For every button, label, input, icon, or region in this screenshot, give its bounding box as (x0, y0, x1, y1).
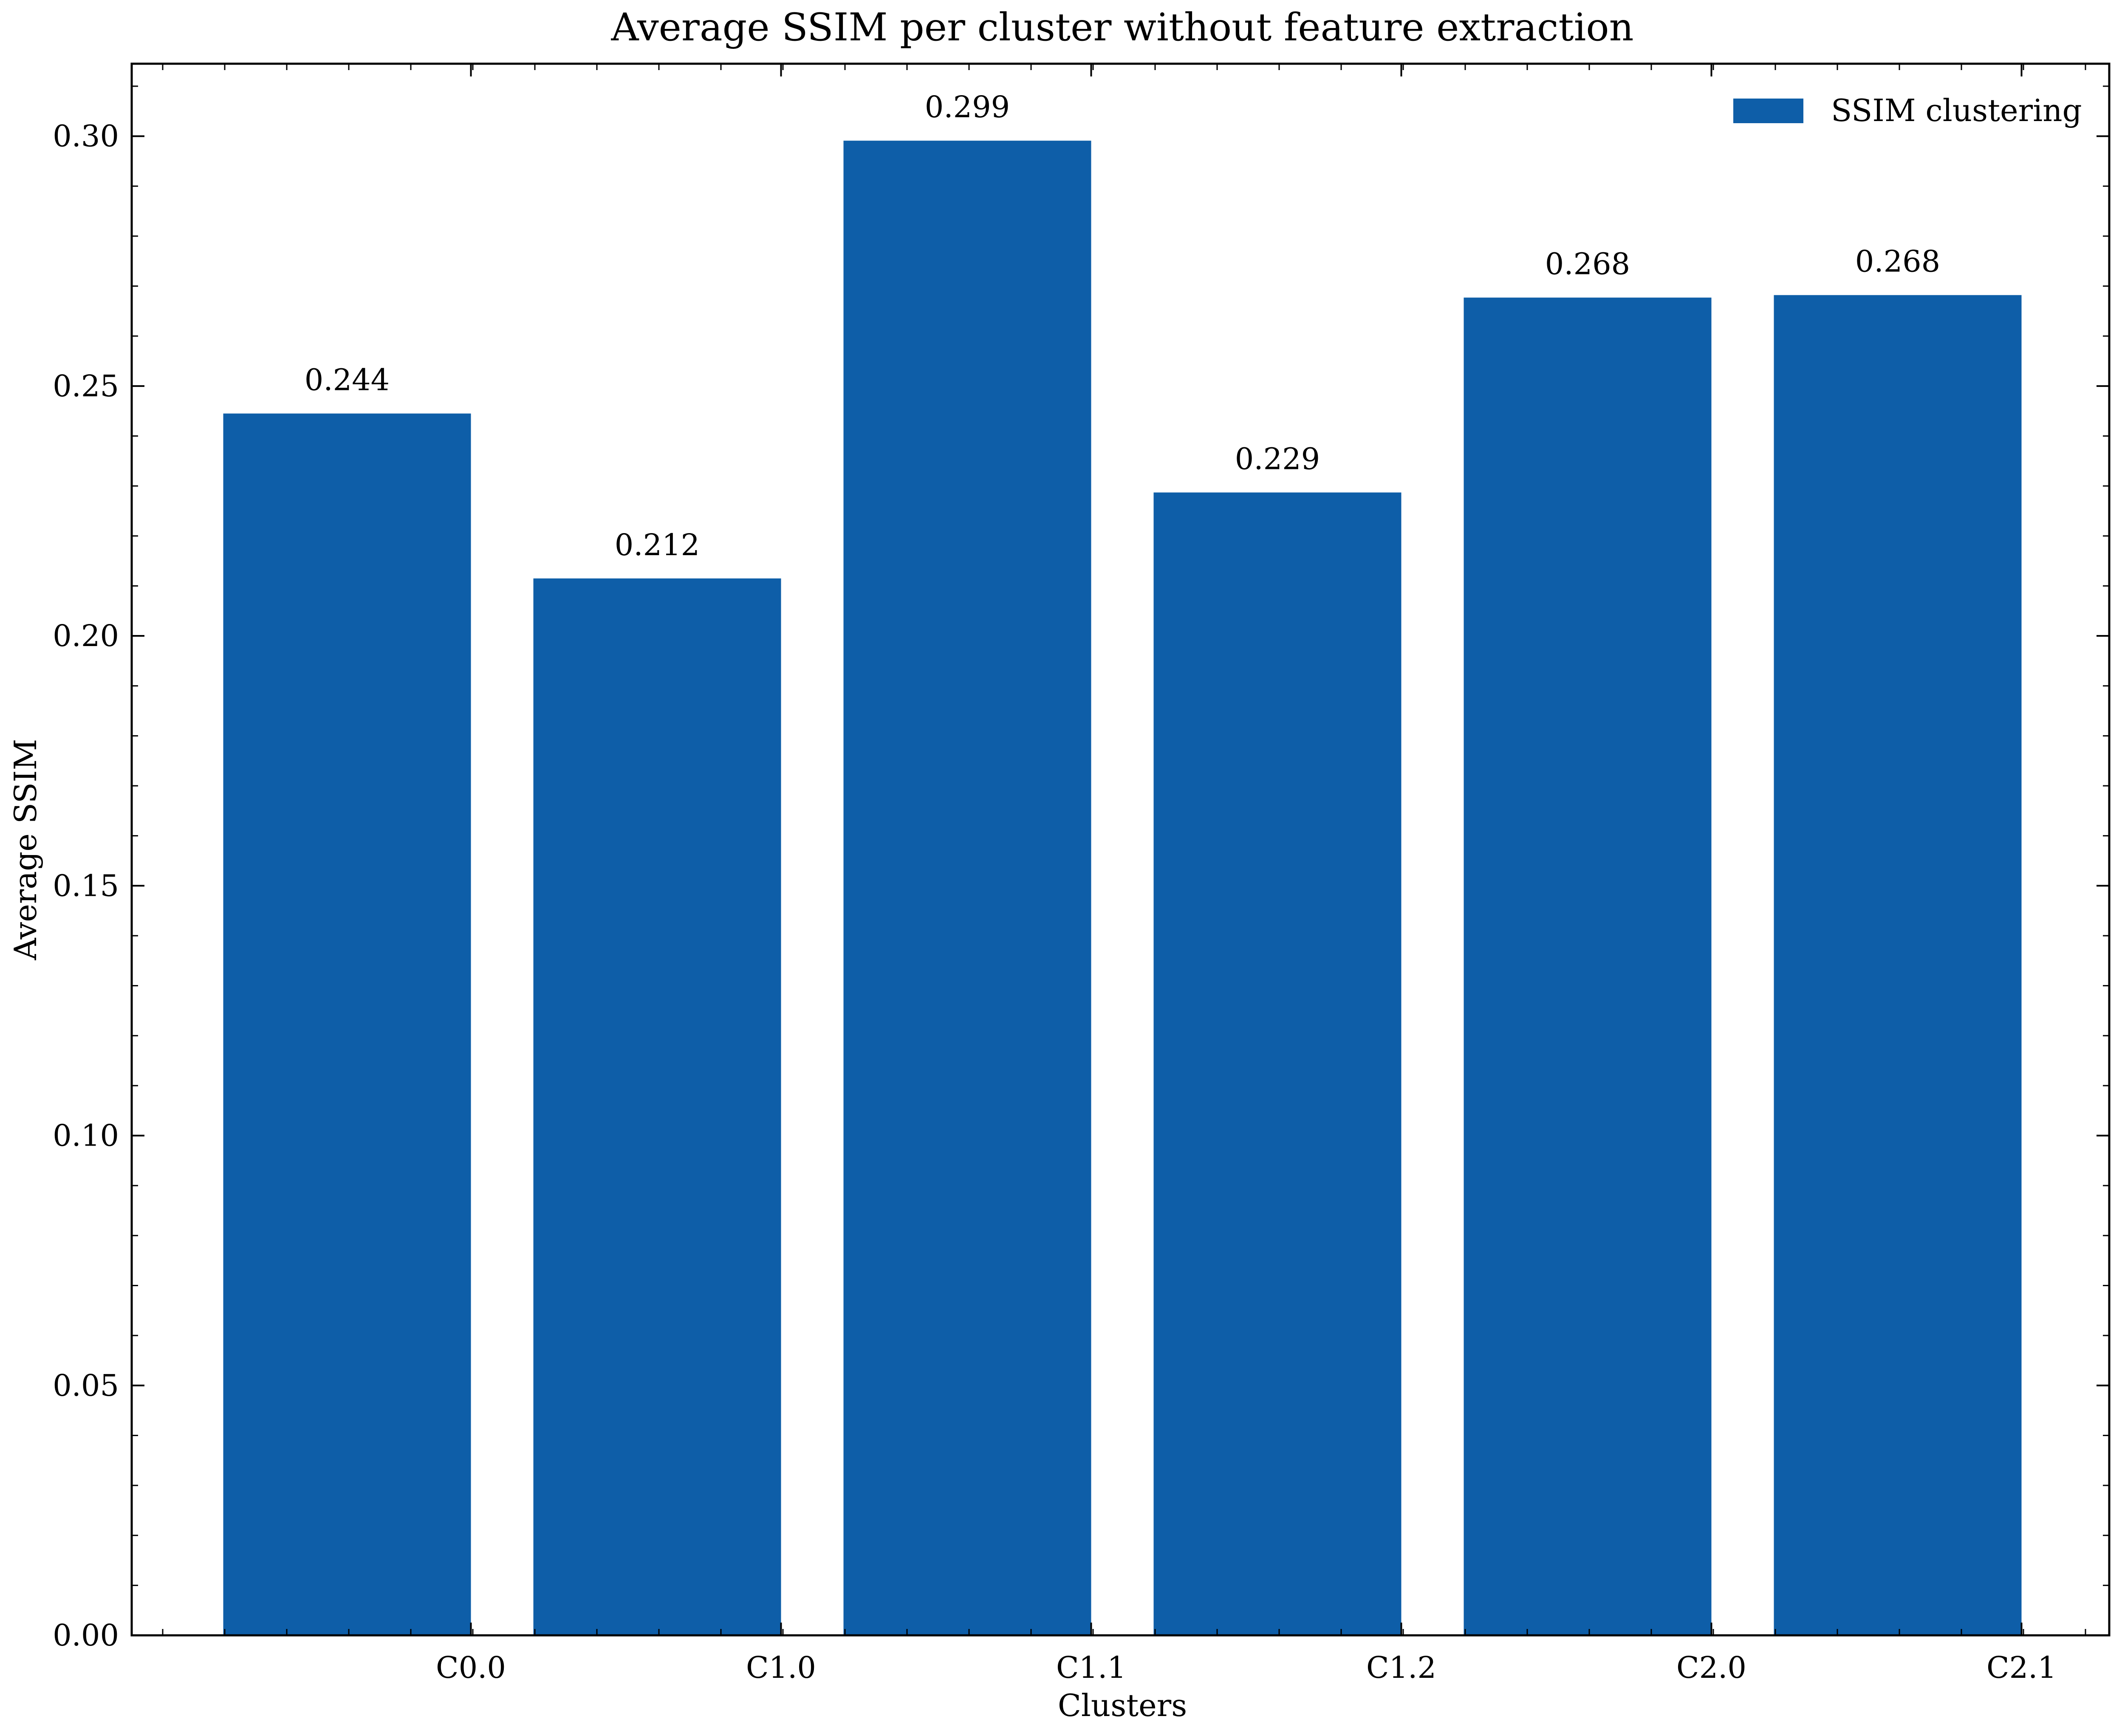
data-label-C1.0: 0.212 (615, 528, 700, 562)
y-tick-label-0.00: 0.00 (53, 1618, 119, 1653)
bar-C0.0 (223, 413, 471, 1636)
x-tick-label-C1.2: C1.2 (1366, 1650, 1436, 1685)
x-tick-label-C0.0: C0.0 (436, 1650, 506, 1685)
x-tick-label-C2.0: C2.0 (1676, 1650, 1746, 1685)
data-label-C0.0: 0.244 (305, 363, 390, 398)
x-axis-label: Clusters (1058, 1688, 1187, 1723)
data-label-C2.1: 0.268 (1855, 244, 1940, 279)
y-tick-label-0.05: 0.05 (53, 1368, 119, 1403)
chart-title: Average SSIM per cluster without feature… (610, 5, 1633, 50)
legend: SSIM clustering (1733, 93, 2082, 128)
data-label-C1.2: 0.229 (1235, 441, 1320, 476)
y-tick-label-0.15: 0.15 (53, 868, 119, 903)
y-tick-label-0.10: 0.10 (53, 1118, 119, 1153)
bar-C1.0 (533, 578, 781, 1635)
y-tick-label-0.20: 0.20 (53, 618, 119, 653)
y-tick-label-0.25: 0.25 (53, 369, 119, 404)
legend-label: SSIM clustering (1831, 93, 2082, 128)
data-labels-group: 0.244 0.212 0.299 0.229 0.268 0.268 (305, 90, 1940, 562)
plot-frame (130, 62, 2111, 1637)
bar-C1.2 (1153, 492, 1401, 1636)
tick-labels-group: C0.0 C1.0 C1.1 C1.2 C2.0 C2.1 0.00 0.05 0.10 0.15… (53, 119, 2057, 1685)
bar-C1.1 (843, 141, 1091, 1635)
data-label-C1.1: 0.299 (925, 90, 1010, 124)
y-axis-label: Average SSIM (8, 739, 43, 961)
bar-C2.0 (1464, 297, 1712, 1635)
legend-swatch (1733, 99, 1803, 123)
x-tick-label-C2.1: C2.1 (1986, 1650, 2057, 1685)
x-tick-label-C1.1: C1.1 (1056, 1650, 1126, 1685)
bar-C2.1 (1774, 295, 2022, 1636)
x-tick-label-C1.0: C1.0 (746, 1650, 816, 1685)
bars-group (223, 141, 2022, 1636)
y-tick-label-0.30: 0.30 (53, 119, 119, 154)
data-label-C2.0: 0.268 (1545, 247, 1630, 282)
